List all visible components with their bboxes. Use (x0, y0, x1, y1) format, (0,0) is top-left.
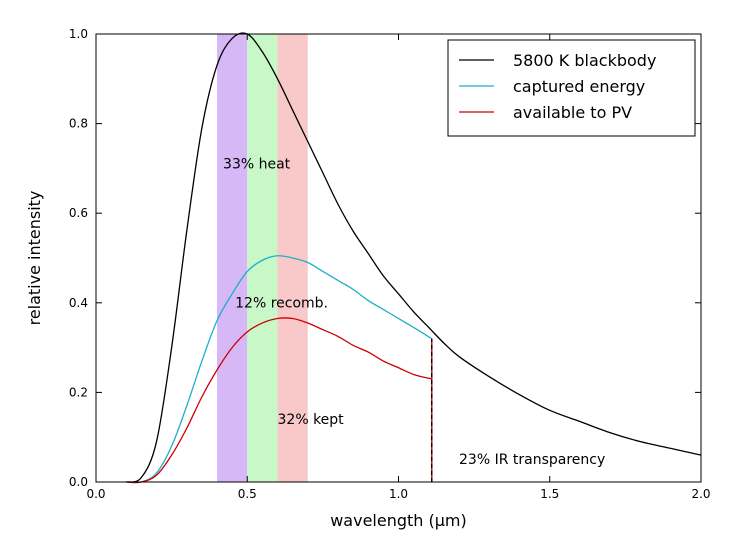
annotation-0: 33% heat (223, 156, 291, 172)
series-line-0 (126, 32, 702, 483)
band-1 (247, 34, 278, 482)
annotations: 33% heat 12% recomb. 32% kept 23% IR transp… (223, 156, 605, 468)
x-tick-label-2: 1.0 (389, 487, 408, 501)
annotation-1: 12% recomb. (235, 295, 328, 311)
legend-label-2: available to PV (513, 103, 632, 122)
x-tick-label-1: 0.5 (238, 487, 257, 501)
y-tick-label-3: 0.6 (69, 206, 88, 220)
legend-label-0: 5800 K blackbody (513, 51, 656, 70)
y-tick-label-5: 1.0 (69, 27, 88, 41)
series-line-1 (126, 255, 433, 484)
x-axis-label: wavelength (μm) (330, 511, 467, 530)
x-tick-label-3: 1.5 (540, 487, 559, 501)
y-tick-label-4: 0.8 (69, 117, 88, 131)
y-tick-label-1: 0.2 (69, 385, 88, 399)
series-line-2 (126, 317, 432, 484)
y-tick-label-0: 0.0 (69, 475, 88, 489)
spectral-bands (217, 34, 308, 482)
legend-label-1: captured energy (513, 77, 645, 96)
annotation-2: 32% kept (278, 412, 345, 428)
annotation-3: 23% IR transparency (459, 452, 605, 468)
axis-ticks: 0.0 0.5 1.0 1.5 2.0 0.0 0.2 0.4 0.6 0.8 1.0 (69, 27, 711, 501)
y-axis-label: relative intensity (25, 191, 44, 326)
x-tick-label-0: 0.0 (86, 487, 105, 501)
band-0 (217, 34, 248, 482)
x-tick-label-4: 2.0 (691, 487, 710, 501)
legend-box (447, 39, 696, 137)
series-lines (126, 32, 702, 484)
y-tick-label-2: 0.4 (69, 296, 88, 310)
legend: 5800 K blackbody captured energy availab… (447, 39, 696, 137)
